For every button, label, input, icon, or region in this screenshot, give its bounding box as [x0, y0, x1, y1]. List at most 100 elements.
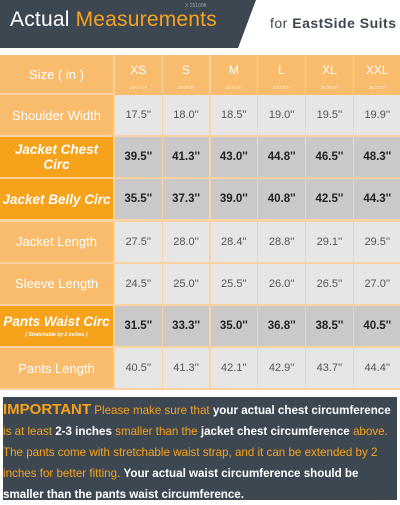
note-emphasis: jacket chest circumference — [200, 425, 350, 438]
table-cell: 33.3'' — [162, 306, 210, 346]
table-cell: 43.7'' — [306, 348, 353, 389]
table-cell: 24.5'' — [115, 263, 162, 304]
size-column-header: XL 34/35/36 — [306, 55, 353, 101]
table-row: Jacket Chest Circ 39.5'' 41.3'' 43.0'' 44.8'… — [0, 137, 400, 185]
table-cell: 18.0'' — [162, 95, 210, 135]
table-row: Pants Waist Circ ( Stretchable by 2 inche… — [0, 306, 400, 354]
table-cell: 27.0'' — [354, 263, 400, 304]
table-cell: 29.5'' — [354, 221, 400, 262]
header-banner: Actual Measurements X 251008 for EastSid… — [0, 0, 400, 48]
table-row: Shoulder Width 17.5'' 18.0'' 18.5'' 19.0'' 19… — [0, 95, 400, 143]
row-label-text: Jacket Belly Circ — [2, 191, 111, 207]
size-note: 28/29/30 — [177, 85, 195, 90]
table-cell: 40.8'' — [258, 179, 305, 220]
table-cell: 46.5'' — [306, 137, 353, 178]
note-part: Please make sure that — [91, 404, 213, 417]
size-note: 32/33/34 — [272, 85, 291, 90]
row-label: Pants Waist Circ ( Stretchable by 2 inche… — [0, 306, 113, 346]
size-label: S — [182, 63, 191, 77]
table-cell: 48.3'' — [354, 137, 400, 178]
important-note: IMPORTANT Please make sure that your act… — [3, 397, 397, 501]
table-cell: 42.1'' — [210, 348, 258, 389]
table-cell: 31.5'' — [115, 306, 162, 346]
table-cell: 26.0'' — [258, 263, 305, 304]
table-cell: 28.4'' — [210, 221, 258, 262]
size-column-header: M 30/31/32 — [210, 55, 258, 101]
row-label-text: Jacket Length — [16, 234, 97, 250]
table-cell: 17.5'' — [115, 95, 162, 135]
table-cell: 42.5'' — [306, 179, 353, 220]
note-part: smaller than the — [111, 425, 201, 438]
table-cell: 28.0'' — [162, 221, 210, 262]
row-label-text: Pants Waist Circ — [3, 314, 110, 329]
size-note: 26/27/28 — [129, 85, 148, 90]
size-note: 34/35/36 — [320, 85, 339, 90]
table-cell: 40.5'' — [354, 306, 400, 346]
table-cell: 44.8'' — [258, 137, 305, 178]
page-title: Actual Measurements — [10, 8, 217, 32]
note-emphasis: your actual chest circumference — [212, 404, 391, 417]
table-row: Sleeve Length 24.5'' 25.0'' 25.5'' 26.0'' 26.… — [0, 263, 400, 312]
row-label: Jacket Belly Circ — [0, 179, 113, 220]
table-header-row: Size ( in ) XS 26/27/28 S 28/29/30 M 30/31/32… — [0, 55, 400, 103]
size-label: XS — [130, 63, 147, 77]
note-part: above. The pants come with stretchable w… — [3, 425, 388, 480]
table-row: Pants Length 40.5'' 41.3'' 42.1'' 42.9'' 43.7… — [0, 348, 400, 396]
table-cell: 28.8'' — [258, 221, 305, 262]
table-cell: 36.8'' — [258, 306, 305, 346]
product-code: X 251008 — [185, 3, 207, 9]
table-cell: 19.9'' — [354, 95, 400, 135]
table-cell: 41.3'' — [162, 137, 210, 178]
table-cell: 44.4'' — [354, 348, 400, 389]
size-note: 36/37/38 — [368, 85, 387, 90]
note-emphasis: Your actual waist circumference should b… — [3, 467, 359, 501]
title-word-2: Measurements — [75, 8, 217, 31]
title-panel — [0, 0, 256, 48]
row-label: Jacket Length — [0, 221, 113, 262]
table-cell: 19.5'' — [306, 95, 353, 135]
brand-line: for EastSide Suits — [270, 15, 397, 31]
row-label: Shoulder Width — [0, 95, 113, 135]
table-cell: 44.3'' — [354, 179, 400, 220]
table-cell: 26.5'' — [306, 263, 353, 304]
table-cell: 18.5'' — [210, 95, 258, 135]
row-label: Pants Length — [0, 348, 113, 389]
table-cell: 39.0'' — [210, 179, 258, 220]
size-label: M — [228, 63, 239, 77]
size-column-header: XS 26/27/28 — [115, 55, 162, 101]
size-label: L — [278, 63, 285, 77]
size-column-header: XXL 36/37/38 — [354, 55, 400, 101]
row-label-text: Shoulder Width — [12, 107, 101, 123]
table-cell: 39.5'' — [115, 137, 162, 178]
size-note: 30/31/32 — [225, 85, 243, 90]
row-label-text: Pants Length — [18, 360, 95, 376]
row-label-text: Sleeve Length — [14, 276, 99, 292]
brand-name: EastSide Suits — [292, 15, 397, 31]
size-label: XL — [322, 63, 337, 77]
table-row: Jacket Length 27.5'' 28.0'' 28.4'' 28.8'' 29.… — [0, 221, 400, 270]
table-cell: 35.0'' — [210, 306, 258, 346]
row-sublabel: ( Stretchable by 2 inches ) — [25, 332, 88, 338]
note-part: is at least — [3, 425, 56, 438]
table-cell: 37.3'' — [162, 179, 210, 220]
table-cell: 43.0'' — [210, 137, 258, 178]
size-label: XXL — [365, 63, 389, 77]
table-cell: 42.9'' — [258, 348, 305, 389]
table-cell: 35.5'' — [115, 179, 162, 220]
note-text: IMPORTANT Please make sure that your act… — [3, 399, 397, 505]
table-row: Jacket Belly Circ 35.5'' 37.3'' 39.0'' 40.8'… — [0, 179, 400, 227]
note-emphasis: 2-3 inches — [55, 425, 112, 438]
table-cell: 25.0'' — [162, 263, 210, 304]
size-column-header: S 28/29/30 — [162, 55, 210, 101]
table-cell: 38.5'' — [306, 306, 353, 346]
table-cell: 19.0'' — [258, 95, 305, 135]
table-cell: 29.1'' — [306, 221, 353, 262]
important-label: IMPORTANT — [3, 401, 92, 418]
size-column-header: L 32/33/34 — [258, 55, 305, 101]
size-header-cell: Size ( in ) — [0, 55, 113, 93]
table-cell: 27.5'' — [115, 221, 162, 262]
title-word-1: Actual — [10, 8, 76, 31]
table-cell: 41.3'' — [162, 348, 210, 389]
row-label: Sleeve Length — [0, 263, 113, 304]
row-label-text: Jacket Chest Circ — [14, 142, 99, 173]
